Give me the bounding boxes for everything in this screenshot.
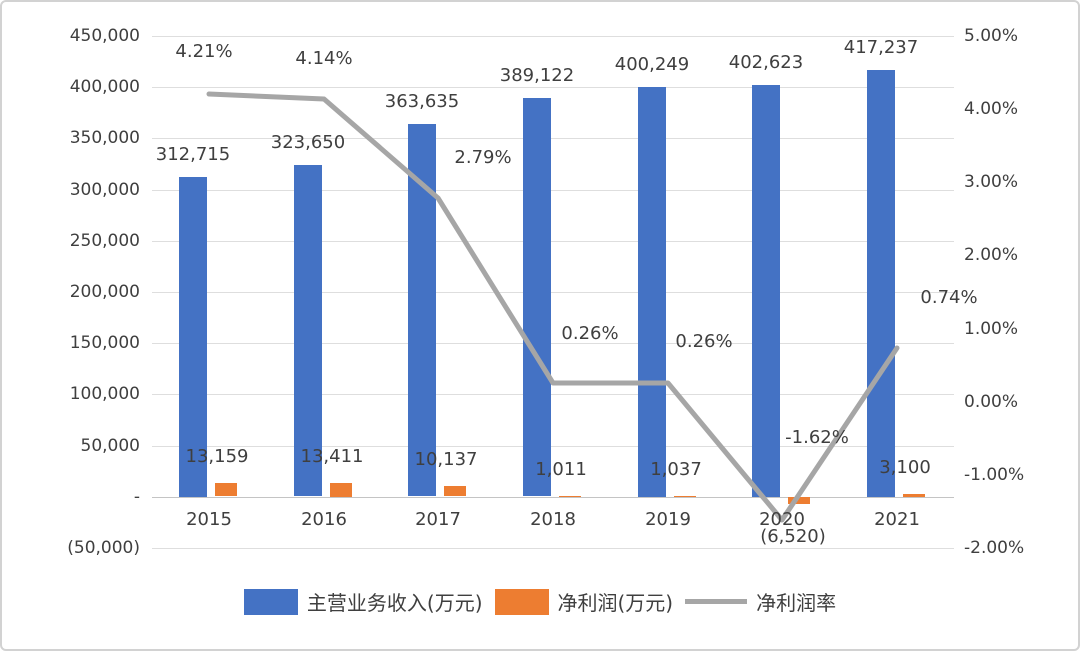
revenue-value-label: 323,650 <box>270 132 346 153</box>
gridline <box>152 446 954 447</box>
margin-value-label: 2.79% <box>454 147 512 168</box>
gridline <box>152 241 954 242</box>
revenue-value-label: 417,237 <box>843 37 919 58</box>
net-profit-bar <box>215 483 237 496</box>
left-axis-tick-label: 350,000 <box>69 128 140 148</box>
revenue-value-label: 389,122 <box>499 65 575 86</box>
net-profit-value-label: 13,159 <box>185 446 249 467</box>
zero-axis-line <box>152 497 954 498</box>
net-profit-bar <box>788 497 810 504</box>
x-axis-label: 2018 <box>530 509 576 530</box>
net-profit-value-label: (6,520) <box>760 526 826 547</box>
net-profit-margin-polyline <box>206 91 900 523</box>
net-profit-bar <box>674 496 696 497</box>
margin-value-label: -1.62% <box>785 427 849 448</box>
net-profit-value-label: 10,137 <box>414 449 478 470</box>
left-axis-tick-label: (50,000) <box>67 538 140 558</box>
gridline <box>152 548 954 549</box>
legend-label: 净利润(万元) <box>557 591 674 615</box>
revenue-value-label: 312,715 <box>155 144 231 165</box>
left-axis-tick-label: 400,000 <box>69 77 140 97</box>
legend-label: 净利润率 <box>756 591 837 615</box>
left-axis-tick-label: 200,000 <box>69 282 140 302</box>
revenue-value-label: 400,249 <box>614 54 690 75</box>
x-axis-label: 2015 <box>186 509 232 530</box>
net-profit-bar <box>559 496 581 497</box>
x-axis-label: 2020 <box>759 509 805 530</box>
x-axis-label: 2017 <box>415 509 461 530</box>
gridline <box>152 138 954 139</box>
margin-value-label: 0.26% <box>675 331 733 352</box>
legend-item: 净利润率 <box>685 587 836 616</box>
gridline <box>152 87 954 88</box>
revenue-value-label: 363,635 <box>384 91 460 112</box>
gridline <box>152 343 954 344</box>
net-profit-value-label: 13,411 <box>300 446 364 467</box>
left-axis-tick-label: - <box>133 487 140 507</box>
x-axis-label: 2021 <box>874 509 920 530</box>
net-profit-bar <box>330 483 352 497</box>
left-axis-tick-label: 300,000 <box>69 180 140 200</box>
legend-label: 主营业务收入(万元) <box>306 591 483 615</box>
net-profit-bar <box>444 486 466 496</box>
right-axis-tick-label: 1.00% <box>964 319 1019 339</box>
revenue-bar <box>294 165 322 496</box>
right-axis-tick-label: 5.00% <box>964 26 1019 46</box>
left-axis-tick-label: 50,000 <box>80 436 140 456</box>
revenue-bar <box>523 98 551 496</box>
margin-value-label: 4.21% <box>175 41 233 62</box>
legend-swatch-marker <box>243 588 298 615</box>
legend-line-marker <box>685 599 748 604</box>
x-axis-label: 2016 <box>301 509 347 530</box>
right-axis-tick-label: 2.00% <box>964 245 1019 265</box>
left-axis-tick-label: 250,000 <box>69 231 140 251</box>
legend: 主营业务收入(万元) 净利润(万元) 净利润率 <box>2 587 1078 616</box>
legend-item: 净利润(万元) <box>494 587 674 616</box>
net-profit-value-label: 3,100 <box>879 457 931 478</box>
right-axis-tick-label: -1.00% <box>964 465 1025 485</box>
net-profit-bar <box>903 494 925 497</box>
legend-item: 主营业务收入(万元) <box>243 587 483 616</box>
gridline <box>152 190 954 191</box>
net-profit-value-label: 1,011 <box>535 459 587 480</box>
left-axis-tick-label: 450,000 <box>69 26 140 46</box>
x-axis-label: 2019 <box>645 509 691 530</box>
revenue-value-label: 402,623 <box>728 52 804 73</box>
margin-value-label: 0.26% <box>561 323 619 344</box>
right-axis-tick-label: 3.00% <box>964 172 1019 192</box>
margin-value-label: 0.74% <box>920 287 978 308</box>
right-axis-tick-label: 0.00% <box>964 392 1019 412</box>
revenue-bar <box>752 85 780 497</box>
revenue-bar <box>179 177 207 497</box>
gridline <box>152 394 954 395</box>
right-axis-tick-label: 4.00% <box>964 99 1019 119</box>
gridline <box>152 36 954 37</box>
left-axis-tick-label: 100,000 <box>69 384 140 404</box>
right-axis-tick-label: -2.00% <box>964 538 1025 558</box>
net-profit-value-label: 1,037 <box>650 459 702 480</box>
left-axis-tick-label: 150,000 <box>69 333 140 353</box>
revenue-bar <box>867 70 895 497</box>
revenue-bar <box>638 87 666 497</box>
legend-swatch-marker <box>494 588 549 615</box>
gridline <box>152 292 954 293</box>
margin-value-label: 4.14% <box>295 48 353 69</box>
